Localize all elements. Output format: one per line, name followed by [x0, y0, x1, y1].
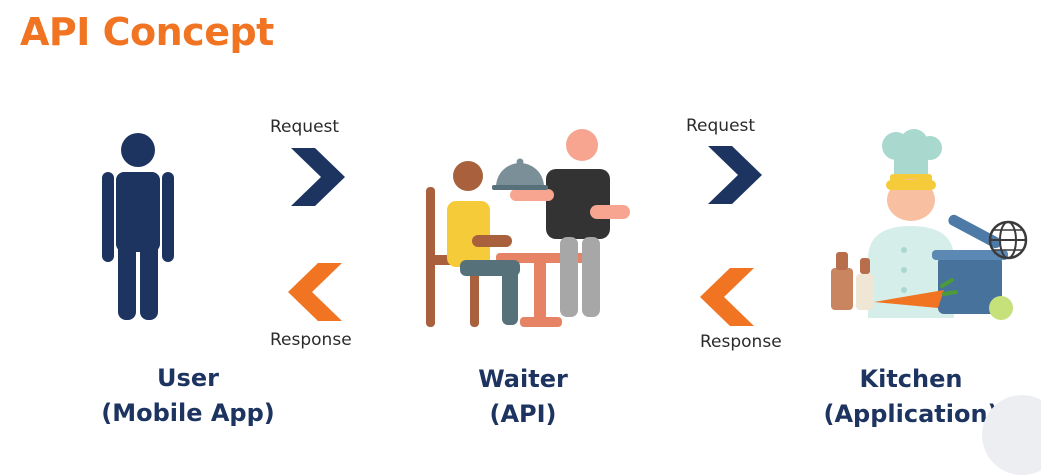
user-label-line2: (Mobile App) [101, 399, 275, 427]
kitchen-label-line1: Kitchen [859, 365, 963, 393]
request-label-2: Request [686, 116, 756, 136]
chef-cooking-icon [831, 129, 1028, 320]
waiter-label: Waiter (API) [423, 362, 623, 432]
person-icon [102, 133, 174, 320]
waiter-label-line1: Waiter [478, 365, 568, 393]
response-label-1: Response [270, 330, 352, 350]
user-label-line1: User [157, 364, 219, 392]
response-arrow-left-icon [700, 268, 754, 326]
waiter-label-line2: (API) [489, 400, 557, 428]
waiter-serving-customer-icon [426, 129, 630, 327]
request-label-1: Request [270, 117, 340, 137]
request-arrow-right-icon [291, 148, 345, 206]
kitchen-label: Kitchen (Application) [811, 362, 1011, 432]
page-title: API Concept [20, 10, 274, 54]
user-label: User (Mobile App) [88, 361, 288, 431]
request-arrow-right-icon [708, 146, 762, 204]
response-label-2: Response [700, 332, 782, 352]
response-arrow-left-icon [288, 263, 342, 321]
kitchen-label-line2: (Application) [823, 400, 999, 428]
